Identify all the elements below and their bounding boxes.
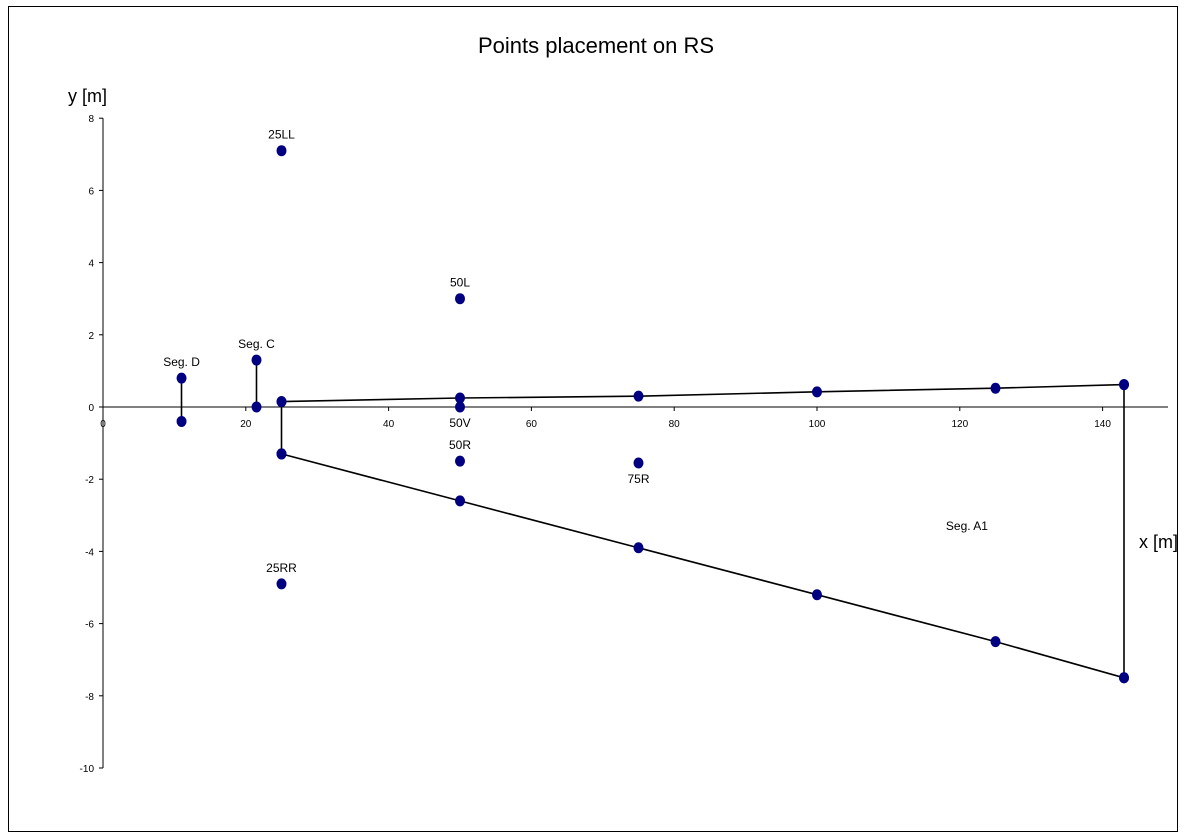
data-point bbox=[455, 401, 465, 413]
x-tick-label: 80 bbox=[669, 419, 681, 430]
point-labels: 25LL 50L Seg. C Seg. D 50V 50R 75R Seg. A1 25RR bbox=[163, 128, 988, 575]
data-point bbox=[276, 578, 287, 590]
data-points bbox=[176, 145, 1130, 684]
chart-title: Points placement on RS bbox=[478, 33, 714, 58]
point-label: 75R bbox=[627, 472, 649, 486]
y-tick-label: 4 bbox=[88, 259, 94, 270]
data-point bbox=[176, 415, 187, 427]
y-axis-title: y [m] bbox=[68, 86, 107, 106]
x-tick-label: 100 bbox=[809, 419, 826, 430]
data-point bbox=[251, 401, 262, 413]
x-tick-label: 40 bbox=[383, 419, 395, 430]
x-tick-label: 140 bbox=[1094, 419, 1111, 430]
data-point bbox=[455, 495, 465, 507]
point-label: 50V bbox=[449, 416, 470, 430]
data-point bbox=[176, 372, 187, 384]
y-tick-label: -10 bbox=[80, 764, 95, 775]
data-point bbox=[251, 354, 262, 366]
point-label: 50L bbox=[450, 276, 470, 290]
point-label: 25RR bbox=[266, 561, 297, 575]
point-label: Seg. A1 bbox=[946, 519, 988, 533]
data-point bbox=[990, 636, 1001, 648]
data-point bbox=[455, 392, 465, 404]
data-point bbox=[633, 542, 644, 554]
y-tick-label: 2 bbox=[88, 331, 94, 342]
series-lines bbox=[180, 360, 1125, 679]
y-tick-label: -2 bbox=[85, 475, 94, 486]
point-label: Seg. C bbox=[238, 337, 275, 351]
data-point bbox=[276, 396, 287, 408]
point-label: 50R bbox=[449, 438, 471, 452]
data-point bbox=[276, 448, 287, 460]
data-point bbox=[455, 293, 465, 305]
x-tick-label: 60 bbox=[526, 419, 538, 430]
data-point bbox=[633, 457, 644, 469]
y-tick-label: -6 bbox=[85, 620, 94, 631]
y-tick-label: -4 bbox=[85, 547, 94, 558]
data-point bbox=[1119, 672, 1130, 684]
y-tick-label: -8 bbox=[85, 692, 94, 703]
y-tick-label: 8 bbox=[88, 114, 94, 125]
x-tick-label: 20 bbox=[240, 419, 252, 430]
series-line bbox=[281, 383, 1125, 403]
series-line bbox=[281, 453, 1125, 679]
data-point bbox=[812, 386, 822, 398]
data-point bbox=[1119, 379, 1130, 391]
y-tick-label: 0 bbox=[88, 403, 94, 414]
point-label: 25LL bbox=[268, 128, 295, 142]
data-point bbox=[455, 455, 465, 467]
data-point bbox=[276, 145, 287, 157]
data-point bbox=[990, 382, 1001, 394]
x-tick-label: 0 bbox=[100, 419, 106, 430]
y-tick-label: 6 bbox=[88, 186, 94, 197]
x-axis-title: x [m] bbox=[1139, 532, 1178, 552]
chart-frame bbox=[8, 6, 1178, 832]
x-tick-label: 120 bbox=[951, 419, 968, 430]
data-point bbox=[633, 390, 644, 402]
data-point bbox=[812, 589, 822, 601]
point-label: Seg. D bbox=[163, 355, 200, 369]
